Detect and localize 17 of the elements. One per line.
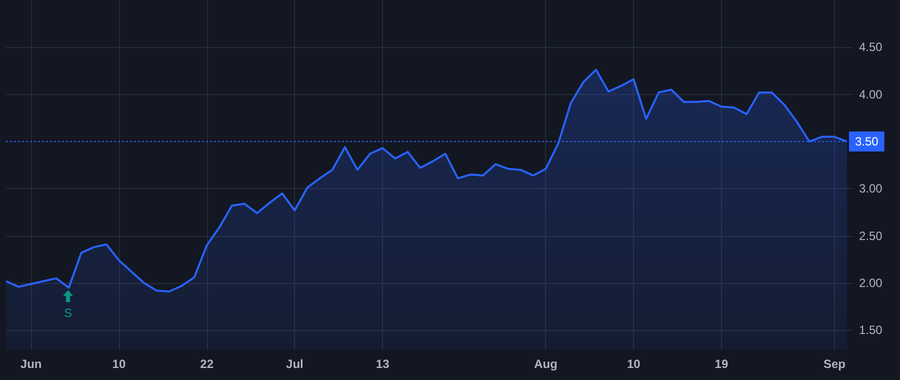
y-tick-label: 4.50 [859, 40, 883, 54]
y-tick-label: 4.00 [859, 87, 883, 102]
x-tick-label: 22 [200, 357, 214, 371]
y-tick-label: 3.00 [859, 182, 883, 196]
y-tick-label: 2.50 [859, 228, 883, 243]
x-tick-label: Sep [823, 357, 846, 371]
ref-line-label: 3.50 [855, 134, 879, 149]
x-tick-label: 10 [626, 357, 641, 371]
x-tick-label: Aug [534, 357, 558, 371]
x-tick-label: 19 [714, 357, 728, 371]
annotation: S [62, 306, 73, 320]
x-tick-label: Jul [286, 357, 304, 371]
y-tick-label: 2.00 [859, 276, 883, 290]
x-tick-label: Jun [20, 357, 42, 371]
y-tick-label: 1.50 [859, 323, 883, 338]
x-tick-label: 13 [376, 357, 390, 371]
x-tick-label: 10 [112, 357, 126, 371]
